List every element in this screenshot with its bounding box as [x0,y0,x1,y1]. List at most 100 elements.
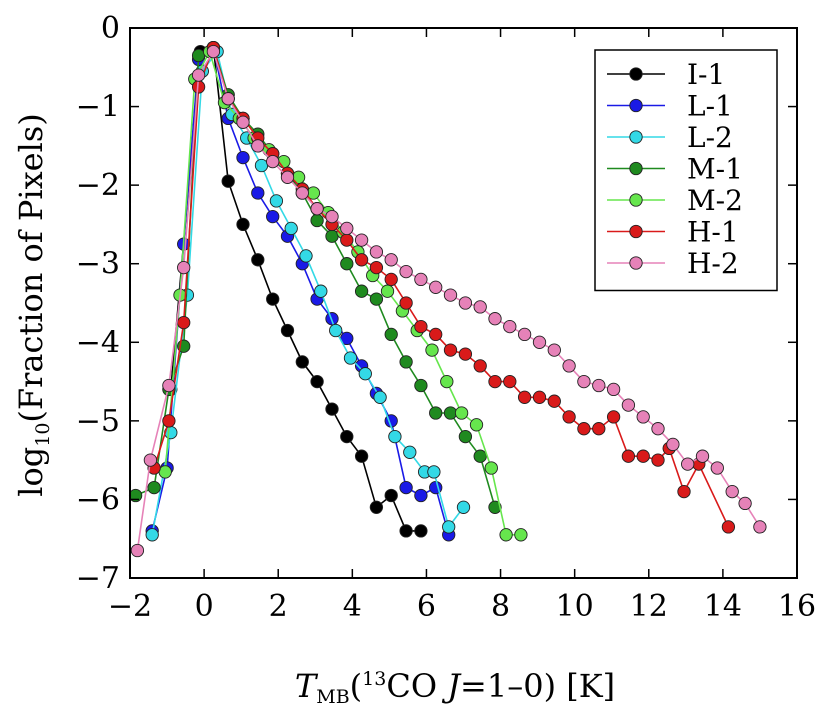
data-point [325,229,339,243]
data-point [310,374,324,389]
data-point [442,520,456,534]
data-point [562,359,576,373]
data-point [295,186,309,200]
data-point [369,245,384,259]
legend-marker [629,67,643,81]
data-point [532,335,547,349]
data-point [266,209,280,224]
data-point [425,343,439,357]
data-point [695,449,710,463]
data-point [499,528,513,542]
legend-entry-M-1: M-1 [607,153,743,186]
data-point [399,355,413,369]
data-point [443,406,458,420]
data-point [354,233,369,247]
data-point [606,382,621,397]
series-M-2 [158,44,528,542]
data-point [427,465,441,479]
x-axis-mid: CO [386,667,447,705]
data-point [473,449,487,463]
data-point [266,154,280,169]
data-point [251,253,265,267]
x-tick-label: 12 [630,589,668,624]
y-tick-label: −6 [76,482,120,517]
ticks-layer [129,27,798,579]
data-point [314,284,328,298]
data-point [606,410,621,424]
x-tick-label: −2 [108,589,152,624]
data-point [369,500,384,514]
data-point [236,150,250,165]
data-point [503,319,517,334]
data-point [403,445,417,459]
data-point [414,272,428,287]
data-point [162,414,176,428]
legend-label: H-1 [687,216,739,249]
data-point [473,359,487,373]
data-point [429,406,443,420]
legend-entry-L-1: L-1 [607,90,733,123]
data-point [384,272,398,287]
y-axis-pre: log [12,447,50,497]
legend-entry-I-1: I-1 [607,58,725,91]
x-axis-sub: MB [316,686,349,708]
data-point [236,115,250,129]
data-point [343,351,358,365]
data-point [488,374,502,389]
data-point [325,209,339,224]
data-point [514,528,528,542]
data-point [310,202,324,216]
legend-entry-H-2: H-2 [607,247,739,280]
data-point [384,327,398,342]
legend-marker [629,98,643,113]
data-point [340,429,354,444]
data-point [354,284,369,298]
data-point [310,213,324,228]
x-tick-label: 14 [704,589,742,624]
data-point [280,323,295,338]
data-point [299,249,313,263]
data-point [399,524,413,538]
data-point [384,488,398,503]
data-point [621,449,636,463]
tick-labels-layer: −2 0 2 4 6 8 10 12 14 16 0 −1 −2 −3 −4 −5 −6 −7 [76,11,816,624]
data-point [358,367,372,381]
y-tick-label: 0 [101,11,120,46]
legend-box [594,49,778,292]
data-point [454,406,469,420]
data-point [354,449,369,463]
data-point [473,300,487,314]
legend-marker [629,130,643,144]
legend-label: I-1 [687,58,725,91]
data-point [399,480,413,495]
data-point [753,520,767,534]
data-point [147,480,161,495]
data-point [254,158,269,173]
x-axis-sup: 13 [362,668,386,690]
data-point [269,194,284,208]
legend-entry-L-2: L-2 [607,121,733,154]
data-point [458,429,473,444]
data-point [621,398,636,412]
data-point [414,378,428,393]
data-point [488,312,502,326]
data-point [158,465,172,479]
data-point [162,378,176,393]
data-point [369,260,384,275]
data-point [251,186,265,200]
data-point [380,284,395,298]
legend-marker [629,161,643,176]
data-point [562,410,576,424]
data-point [373,390,387,404]
x-tick-label: 0 [195,589,214,624]
data-point [443,343,458,357]
data-point [429,280,443,294]
legend-label: M-2 [687,184,743,217]
data-point [325,402,339,416]
data-point [221,92,235,106]
data-point [666,437,680,452]
x-axis-post: =1–0) [K] [460,667,615,705]
data-point [681,457,695,471]
data-point [488,500,502,514]
